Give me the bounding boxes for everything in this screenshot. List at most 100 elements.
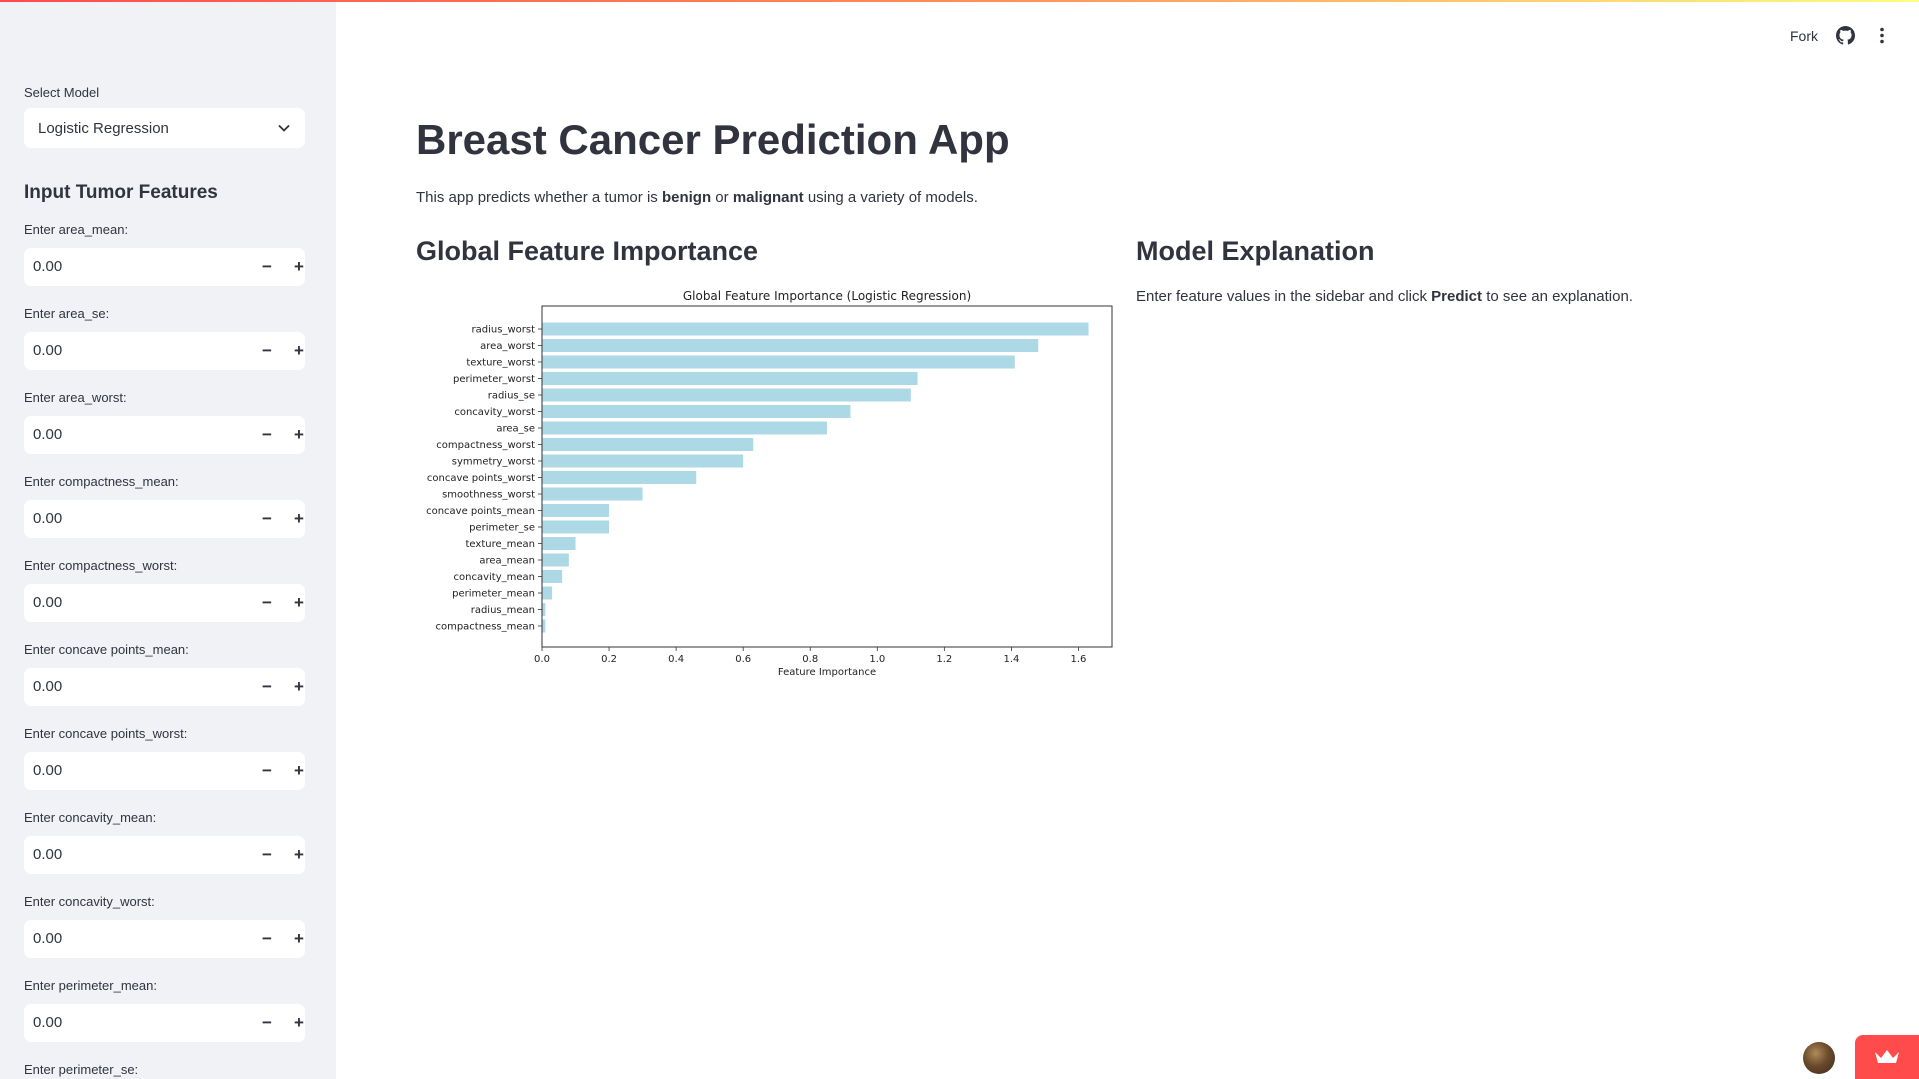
increment-button[interactable]: +: [294, 761, 304, 780]
decrement-button[interactable]: −: [262, 341, 272, 360]
chart-bar: [542, 454, 744, 468]
y-tick-label: radius_se: [488, 391, 535, 402]
y-tick-label: radius_worst: [472, 325, 536, 336]
x-axis-label: Feature Importance: [778, 667, 876, 678]
input-label: Enter area_mean:: [24, 222, 129, 237]
number-input-value[interactable]: 0.00: [33, 678, 63, 695]
top-decoration: [0, 0, 1919, 2]
increment-button[interactable]: +: [294, 257, 304, 276]
intro-benign: benign: [661, 189, 712, 206]
number-input[interactable]: 0.00 − +: [24, 248, 305, 286]
y-tick-label: texture_mean: [466, 539, 535, 550]
chart-bar: [542, 487, 643, 501]
number-input[interactable]: 0.00 − +: [24, 584, 305, 622]
input-label: Enter compactness_worst:: [24, 558, 178, 573]
y-tick-label: concave points_worst: [427, 473, 535, 484]
more-vert-icon[interactable]: [1874, 26, 1890, 45]
number-input[interactable]: 0.00 − +: [24, 1004, 305, 1042]
chart-bar: [542, 504, 610, 517]
number-input-value[interactable]: 0.00: [33, 762, 63, 779]
y-tick-label: perimeter_se: [469, 523, 535, 534]
x-tick-label: 0.6: [735, 654, 751, 665]
x-tick-label: 0.0: [534, 654, 550, 665]
increment-button[interactable]: +: [294, 1013, 304, 1032]
decrement-button[interactable]: −: [262, 593, 272, 612]
chart-title: Global Feature Importance (Logistic Regr…: [683, 289, 971, 303]
chart-bar: [542, 355, 1015, 369]
explain-predict: Predict: [1431, 288, 1483, 305]
number-input-value[interactable]: 0.00: [33, 510, 63, 527]
decrement-button[interactable]: −: [262, 257, 272, 276]
sidebar: Select Model Logistic Regression Input T…: [0, 0, 336, 1079]
y-tick-label: texture_worst: [466, 358, 535, 369]
decrement-button[interactable]: −: [262, 929, 272, 948]
input-label: Enter concavity_mean:: [24, 810, 157, 825]
number-input-value[interactable]: 0.00: [33, 1014, 63, 1031]
x-tick-label: 1.2: [936, 654, 952, 665]
y-tick-label: compactness_worst: [436, 440, 535, 451]
chevron-down-icon: [278, 124, 290, 132]
number-input-value[interactable]: 0.00: [33, 846, 63, 863]
increment-button[interactable]: +: [294, 509, 304, 528]
chart-bar: [542, 537, 576, 550]
chart-bar: [542, 339, 1039, 352]
model-select[interactable]: Logistic Regression: [24, 108, 305, 148]
number-input-value[interactable]: 0.00: [33, 342, 63, 359]
y-tick-label: concavity_worst: [454, 407, 535, 418]
avatar[interactable]: [1803, 1042, 1835, 1074]
chart-bar: [542, 405, 851, 418]
y-tick-label: compactness_mean: [435, 622, 535, 633]
x-tick-label: 0.4: [668, 654, 684, 665]
fork-button[interactable]: Fork: [1790, 28, 1818, 44]
y-tick-label: area_se: [496, 424, 535, 435]
y-tick-label: perimeter_mean: [452, 589, 535, 600]
decrement-button[interactable]: −: [262, 425, 272, 444]
input-label: Enter perimeter_se:: [24, 1062, 139, 1077]
y-tick-label: area_worst: [480, 341, 535, 352]
decrement-button[interactable]: −: [262, 845, 272, 864]
input-label: Enter concave points_worst:: [24, 726, 188, 741]
decrement-button[interactable]: −: [262, 509, 272, 528]
chart-bar: [542, 520, 610, 534]
streamlit-deploy-button[interactable]: [1855, 1035, 1919, 1079]
number-input-value[interactable]: 0.00: [33, 258, 63, 275]
number-input[interactable]: 0.00 − +: [24, 416, 305, 454]
intro-malignant: malignant: [732, 189, 804, 206]
number-input[interactable]: 0.00 − +: [24, 332, 305, 370]
chart-bar: [542, 570, 563, 583]
y-tick-label: symmetry_worst: [452, 457, 535, 468]
chart-frame: [541, 305, 1113, 648]
input-label: Enter compactness_mean:: [24, 474, 179, 489]
decrement-button[interactable]: −: [262, 677, 272, 696]
chart-bar: [542, 619, 546, 633]
y-tick-label: perimeter_worst: [453, 374, 535, 385]
explanation-heading: Model Explanation: [1136, 236, 1375, 266]
increment-button[interactable]: +: [294, 425, 304, 444]
input-label: Enter concave points_mean:: [24, 642, 189, 657]
x-tick-label: 1.4: [1003, 654, 1019, 665]
input-label: Enter concavity_worst:: [24, 894, 155, 909]
chart-bar: [542, 438, 754, 451]
decrement-button[interactable]: −: [262, 1013, 272, 1032]
number-input[interactable]: 0.00 − +: [24, 668, 305, 706]
y-tick-label: concavity_mean: [454, 572, 535, 583]
feature-importance-chart: Global Feature Importance (Logistic Regr…: [426, 289, 1113, 678]
increment-button[interactable]: +: [294, 593, 304, 612]
increment-button[interactable]: +: [294, 677, 304, 696]
y-tick-label: area_mean: [479, 556, 535, 567]
number-input-value[interactable]: 0.00: [33, 930, 63, 947]
number-input[interactable]: 0.00 − +: [24, 920, 305, 958]
number-input-value[interactable]: 0.00: [33, 426, 63, 443]
increment-button[interactable]: +: [294, 845, 304, 864]
model-select-value: Logistic Regression: [38, 119, 169, 137]
number-input-value[interactable]: 0.00: [33, 594, 63, 611]
increment-button[interactable]: +: [294, 341, 304, 360]
github-icon[interactable]: [1836, 26, 1855, 45]
explain-part: Enter feature values in the sidebar and …: [1136, 288, 1432, 305]
number-input[interactable]: 0.00 − +: [24, 752, 305, 790]
number-input[interactable]: 0.00 − +: [24, 500, 305, 538]
crown-icon: [1875, 1050, 1899, 1063]
decrement-button[interactable]: −: [262, 761, 272, 780]
increment-button[interactable]: +: [294, 929, 304, 948]
number-input[interactable]: 0.00 − +: [24, 836, 305, 874]
